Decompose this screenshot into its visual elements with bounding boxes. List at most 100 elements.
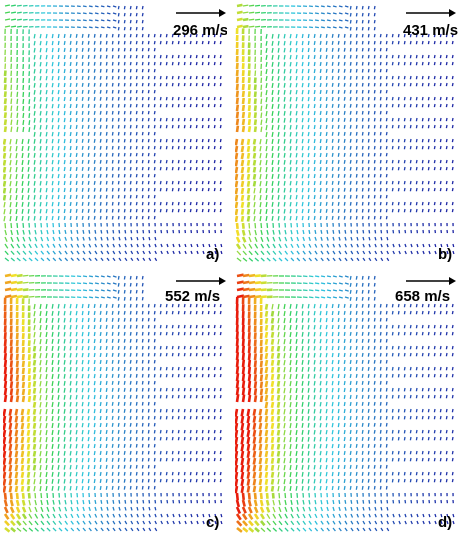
- panel-d-vector-52: [260, 288, 267, 292]
- panel-c-vector-212: [99, 324, 102, 330]
- panel-d-vector-847: [319, 457, 322, 463]
- panel-a-vector-430: [207, 96, 210, 101]
- panel-a-vector-565: [195, 124, 198, 129]
- panel-c-vector-1133: [4, 520, 10, 527]
- panel-c-vector-304: [51, 345, 54, 352]
- panel-b-vector-619: [373, 138, 376, 143]
- panel-a-vector-115: [117, 33, 120, 38]
- panel-d-vector-1052: [350, 499, 353, 504]
- panel-c-vector-956: [141, 478, 144, 483]
- panel-a-vector-944: [69, 208, 72, 214]
- panel-d-vector-1189: [350, 527, 354, 532]
- panel-c-vector-877: [45, 464, 48, 471]
- panel-c-vector-965: [195, 478, 198, 483]
- panel-c-vector-150: [105, 310, 108, 315]
- panel-b-vector-627: [421, 138, 424, 143]
- panel-b-vector-548: [325, 124, 328, 130]
- panel-b-vector-657: [379, 145, 382, 150]
- panel-c-vector-844: [69, 457, 72, 463]
- panel-b-vector-779: [289, 173, 292, 179]
- panel-d-vector-798: [246, 450, 251, 459]
- panel-b-vector-419: [373, 96, 376, 101]
- panel-d-vector-830: [439, 450, 442, 455]
- panel-d-vector-935: [246, 478, 251, 486]
- panel-a-vector-413: [105, 96, 108, 101]
- panel-b-vector-186: [331, 47, 334, 52]
- panel-a-vector-623: [165, 138, 168, 143]
- panel-d-vector-1088: [344, 506, 347, 511]
- panel-a-vector-929: [201, 201, 204, 206]
- panel-c-vector-474: [27, 375, 31, 382]
- panel-d-vector-123: [397, 303, 400, 308]
- panel-b-vector-1110: [320, 243, 324, 248]
- panel-d-vector-769: [451, 436, 454, 441]
- panel-b-vector-1000: [260, 222, 263, 229]
- panel-c-vector-829: [201, 450, 204, 455]
- panel-b-vector-786: [331, 173, 334, 178]
- panel-a-vector-713: [105, 159, 108, 164]
- panel-b-vector-1060: [398, 229, 401, 234]
- panel-d-vector-634: [240, 415, 245, 424]
- panel-b-vector-1120: [380, 243, 383, 248]
- panel-c-vector-365: [195, 352, 198, 357]
- panel-c-vector-707: [69, 429, 72, 435]
- panel-b-vector-1074: [260, 236, 264, 242]
- panel-c-vector-729: [201, 429, 204, 434]
- panel-a-vector-759: [159, 166, 162, 171]
- panel-b-vector-812: [331, 180, 334, 185]
- panel-a-vector-614: [111, 138, 114, 143]
- panel-c-vector-703: [45, 429, 48, 436]
- panel-c-vector-860: [165, 457, 168, 462]
- panel-c-vector-156: [141, 310, 144, 315]
- panel-b-vector-126: [415, 33, 418, 38]
- panel-c-vector-913: [105, 471, 108, 476]
- panel-c-vector-511: [93, 387, 96, 393]
- panel-a-vector-1150: [106, 250, 110, 255]
- panel-c-vector-771: [8, 443, 13, 451]
- panel-b-vector-492: [367, 110, 370, 115]
- panel-b-vector-897: [240, 201, 245, 209]
- panel-a-vector-698: [15, 159, 18, 166]
- panel-d-vector-968: [445, 478, 448, 483]
- panel-c-vector-496: [3, 380, 8, 389]
- panel-c-vector-589: [117, 401, 120, 406]
- panel-c-vector-439: [39, 373, 42, 380]
- panel-b-vector-1159: [392, 250, 395, 255]
- panel-d-vector-212: [331, 324, 334, 330]
- panel-d-vector-75: [254, 295, 262, 299]
- panel-d-vector-852: [349, 457, 352, 462]
- panel-b-vector-833: [235, 187, 239, 195]
- panel-a-vector-933: [3, 208, 6, 215]
- panel-d-vector-71: [373, 289, 376, 294]
- panel-a-vector-857: [147, 187, 150, 192]
- panel-d-vector-912: [331, 471, 334, 477]
- panel-d-vector-26: [248, 280, 256, 285]
- panel-d-vector-182: [307, 317, 310, 323]
- panel-a-vector-42: [112, 12, 117, 15]
- panel-d-vector-964: [421, 478, 424, 483]
- panel-d-vector-107: [301, 303, 304, 309]
- panel-c-vector-990: [123, 485, 126, 490]
- panel-d-vector-1080: [296, 506, 300, 512]
- panel-d-vector-289: [349, 338, 352, 343]
- panel-b-vector-861: [403, 187, 406, 192]
- panel-d-vector-142: [289, 310, 292, 317]
- panel-c-vector-1: [10, 273, 18, 278]
- panel-b-vector-772: [246, 173, 251, 180]
- panel-d-vector-340: [276, 352, 281, 359]
- panel-d-vector-674: [258, 422, 263, 430]
- panel-c-vector-266: [201, 331, 204, 336]
- panel-b-vector-810: [319, 180, 322, 186]
- panel-b-vector-571: [241, 125, 246, 133]
- panel-c-vector-472: [15, 374, 20, 382]
- panel-d-vector-115: [349, 303, 352, 308]
- panel-b-vector-1107: [302, 243, 306, 248]
- panel-a-vector-1083: [82, 236, 85, 241]
- panel-b-vector-338: [265, 82, 268, 89]
- panel-c-vector-66: [112, 289, 117, 292]
- panel-a-vector-887: [105, 194, 108, 199]
- panel-c-vector-646: [81, 415, 84, 421]
- panel-b-vector-267: [439, 61, 442, 66]
- panel-d-vector-308: [307, 345, 310, 351]
- panel-a-vector-834: [9, 187, 12, 194]
